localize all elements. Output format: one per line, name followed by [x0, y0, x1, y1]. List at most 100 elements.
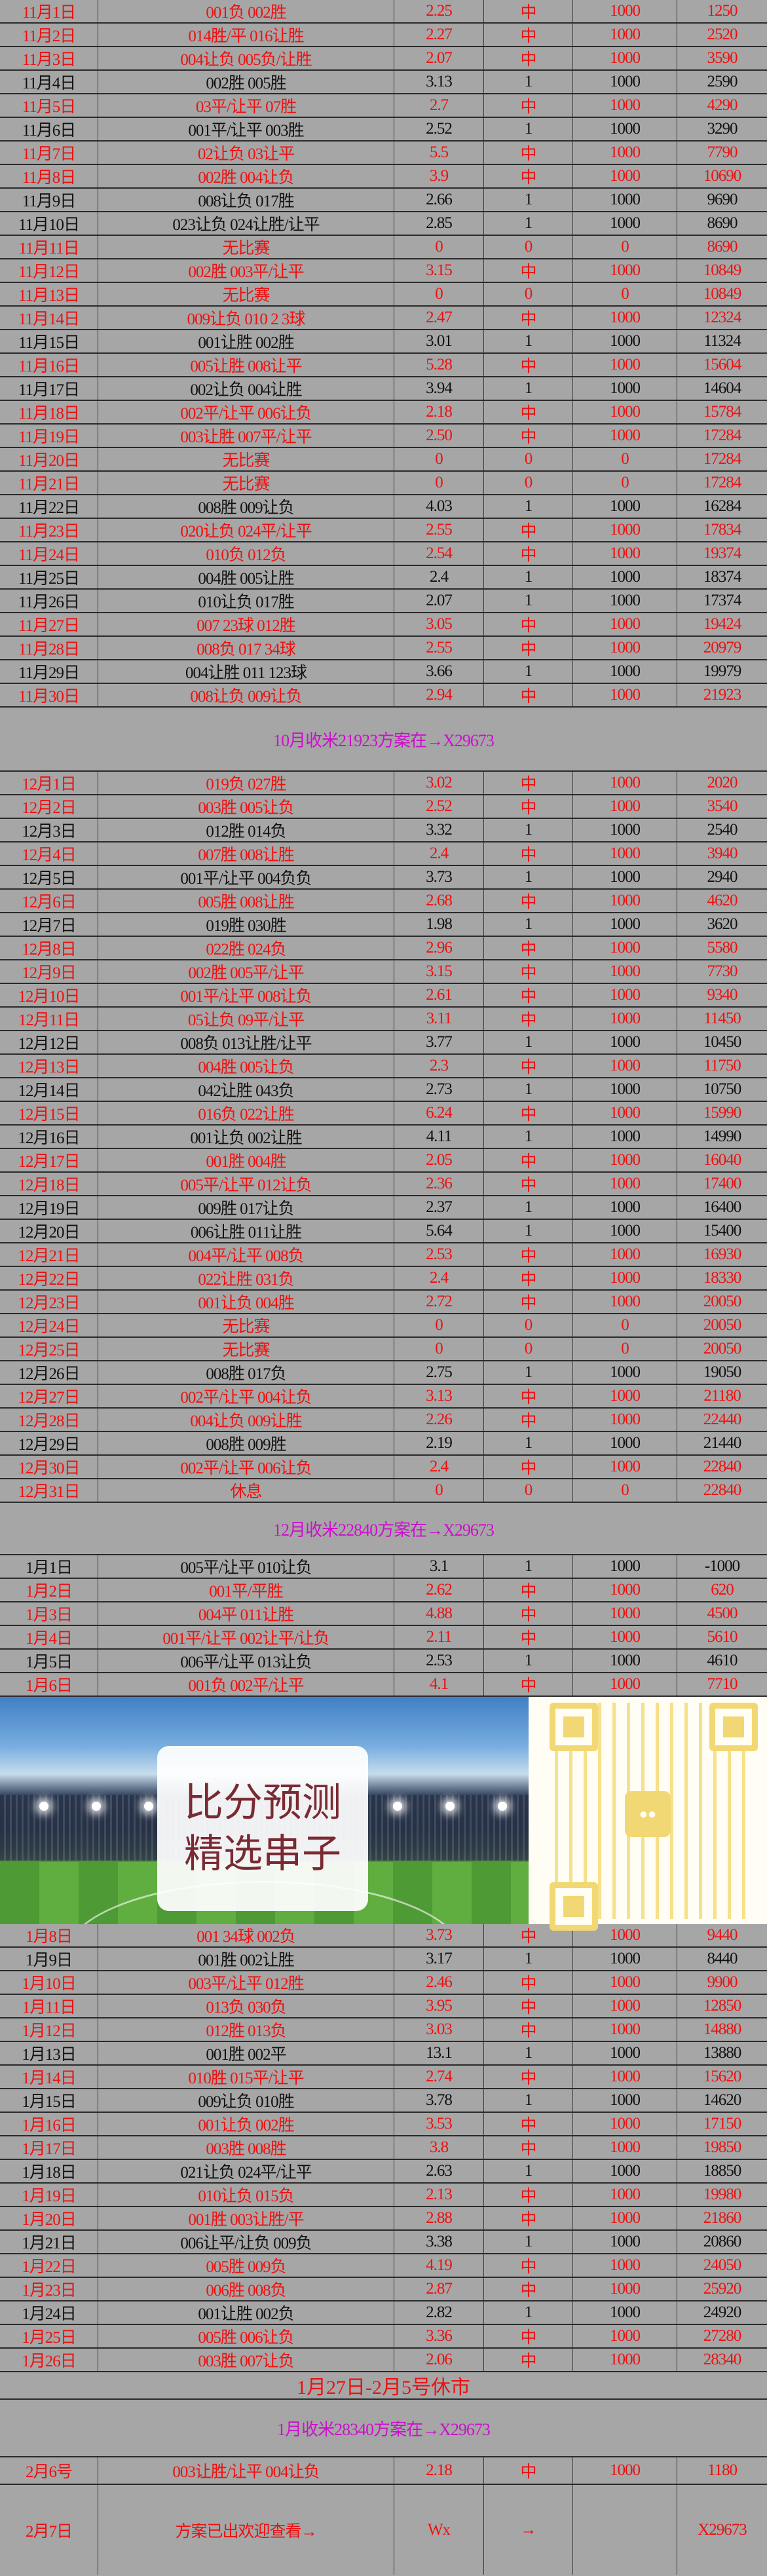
date-cell: 1月25日	[0, 2325, 98, 2347]
balance-cell: 5580	[707, 939, 738, 957]
balance-cell: 17284	[703, 450, 742, 468]
picks-cell: 001负 002胜	[98, 0, 394, 22]
stake-cell: 0	[573, 448, 677, 470]
stake-cell: 0	[573, 1479, 677, 1502]
picks-cell: 001让负 002胜	[98, 2113, 394, 2135]
odds-cell: 2.4	[394, 566, 484, 588]
date-cell: 1月18日	[0, 2160, 98, 2182]
stake-cell: 1000	[573, 2160, 677, 2182]
odds-cell: 3.38	[394, 2231, 484, 2253]
odds-cell: 2.37	[394, 1196, 484, 1219]
table-row: 12月29日 008胜 009胜 2.19 1 1000 21440	[0, 1432, 767, 1456]
odds-cell: 5.28	[394, 354, 484, 376]
promo-banner: 比分预测 精选串子 ●●	[0, 1697, 767, 1931]
date-cell: 1月3日	[0, 1602, 98, 1625]
odds-cell: 2.53	[394, 1650, 484, 1672]
odds-cell: 2.07	[394, 47, 484, 69]
table-row: 11月2日 014胜/平 016让胜 2.27 中 1000 2520	[0, 24, 767, 47]
odds-cell: 2.73	[394, 1078, 484, 1101]
result-cell: 中	[484, 684, 573, 706]
date-cell: 1月6日	[0, 1673, 98, 1695]
odds-cell: 3.53	[394, 2113, 484, 2135]
odds-cell: 0	[394, 1314, 484, 1336]
odds-cell: 3.95	[394, 1995, 484, 2017]
date-cell: 11月9日	[0, 189, 98, 211]
balance-cell: 1250	[707, 2, 738, 20]
picks-cell: 005胜 009负	[98, 2254, 394, 2277]
result-cell: 中	[484, 2254, 573, 2277]
balance-cell: 10849	[703, 261, 742, 279]
date-cell: 12月11日	[0, 1008, 98, 1030]
stake-cell: 1000	[573, 2042, 677, 2064]
date-cell: 1月2日	[0, 1579, 98, 1601]
odds-cell: 3.15	[394, 960, 484, 983]
table-row: 12月2日 003胜 005让负 2.52 中 1000 3540	[0, 795, 767, 819]
balance-cell: 8690	[707, 214, 738, 232]
date-cell: 12月3日	[0, 819, 98, 841]
date-cell: 2月7日	[0, 2485, 98, 2575]
picks-cell: 020让负 024平/让平	[98, 519, 394, 541]
picks-cell: 008让负 017胜	[98, 189, 394, 211]
table-row: 11月30日 008让负 009让负 2.94 中 1000 21923	[0, 684, 767, 708]
stake-cell: 1000	[573, 1008, 677, 1030]
picks-cell: 001平/让平 004负负	[98, 866, 394, 888]
table-row: 1月25日 005胜 006让负 3.36 中 1000 27280	[0, 2325, 767, 2349]
stake-cell: 1000	[573, 1385, 677, 1407]
stake-cell: 1000	[573, 24, 677, 46]
stake-cell: 1000	[573, 843, 677, 865]
date-cell: 1月12日	[0, 2018, 98, 2041]
picks-cell: 003平/让平 012胜	[98, 1971, 394, 1994]
table-row: 12月7日 019胜 030胜 1.98 1 1000 3620	[0, 913, 767, 937]
picks-cell: 001平/让平 002让平/让负	[98, 1626, 394, 1648]
result-cell: 1	[484, 590, 573, 612]
result-cell: 1	[484, 913, 573, 936]
balance-cell: 17284	[703, 474, 742, 491]
stake-cell: 1000	[573, 519, 677, 541]
odds-cell: 4.03	[394, 495, 484, 518]
table-row: 12月25日 无比赛 0 0 0 20050	[0, 1338, 767, 1361]
result-cell: 中	[484, 2278, 573, 2300]
table-row: 11月10日 023让负 024让胜/让平 2.85 1 1000 8690	[0, 212, 767, 236]
picks-cell: 007胜 008让胜	[98, 843, 394, 865]
balance-cell: 2020	[707, 774, 738, 791]
balance-cell: 3540	[707, 797, 738, 815]
date-cell: 1月4日	[0, 1626, 98, 1648]
result-cell: 中	[484, 2207, 573, 2229]
qr-code[interactable]: ●●	[550, 1702, 758, 1931]
table-row: 11月24日 010负 012负 2.54 中 1000 19374	[0, 542, 767, 566]
picks-cell: 021让负 024平/让平	[98, 2160, 394, 2182]
picks-cell: 012胜 013负	[98, 2018, 394, 2041]
picks-cell: 001负 002平/让平	[98, 1673, 394, 1695]
balance-cell: 12850	[703, 1997, 742, 2015]
qr-finder-pattern	[709, 1702, 758, 1751]
table-row: 11月23日 020让负 024平/让平 2.55 中 1000 17834	[0, 519, 767, 542]
odds-cell: 3.17	[394, 1948, 484, 1970]
date-cell: 12月20日	[0, 1220, 98, 1242]
odds-cell: 2.68	[394, 890, 484, 912]
result-cell: 1	[484, 377, 573, 400]
table-row: 12月10日 001平/让平 008让负 2.61 中 1000 9340	[0, 984, 767, 1008]
table-row: 11月16日 005让胜 008让平 5.28 中 1000 15604	[0, 354, 767, 377]
balance-cell: 24920	[703, 2303, 742, 2321]
odds-cell: 2.3	[394, 1055, 484, 1077]
stake-cell: 1000	[573, 1220, 677, 1242]
date-cell: 1月24日	[0, 2301, 98, 2324]
floodlight-icon	[144, 1802, 153, 1811]
table-row: 1月6日 001负 002平/让平 4.1 中 1000 7710	[0, 1673, 767, 1697]
date-cell: 1月20日	[0, 2207, 98, 2229]
stake-cell: 1000	[573, 613, 677, 635]
table-row: 12月1日 019负 027胜 3.02 中 1000 2020	[0, 772, 767, 795]
balance-cell: 11750	[703, 1057, 741, 1074]
balance-cell: 18330	[703, 1269, 742, 1287]
balance-cell: 2940	[707, 868, 738, 886]
picks-cell: 022胜 024负	[98, 937, 394, 959]
stake-cell: 1000	[573, 890, 677, 912]
result-cell: 1	[484, 2160, 573, 2182]
balance-cell: 10750	[703, 1080, 742, 1098]
balance-cell: 13880	[703, 2044, 742, 2062]
odds-cell: 2.11	[394, 1626, 484, 1648]
stake-cell: 1000	[573, 590, 677, 612]
balance-cell: 620	[711, 1581, 734, 1599]
result-cell: 中	[484, 165, 573, 187]
picks-cell: 007 23球 012胜	[98, 613, 394, 635]
